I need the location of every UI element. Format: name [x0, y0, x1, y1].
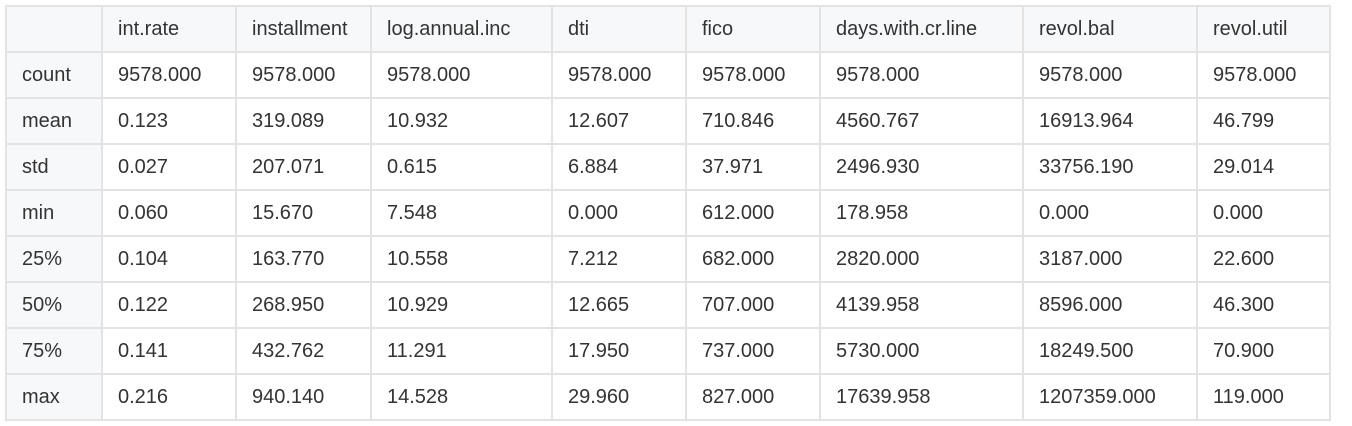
column-header: days.with.cr.line: [819, 5, 1024, 53]
table-cell: 0.000: [551, 189, 687, 237]
row-label: 50%: [5, 281, 103, 329]
table-cell: 10.558: [370, 235, 553, 283]
table-cell: 4139.958: [819, 281, 1024, 329]
table-cell: 827.000: [685, 373, 821, 421]
table-cell: 0.123: [101, 97, 237, 145]
table-cell: 682.000: [685, 235, 821, 283]
table-cell: 710.846: [685, 97, 821, 145]
table-row: 25% 0.104 163.770 10.558 7.212 682.000 2820.00…: [5, 235, 1331, 283]
table-cell: 8596.000: [1022, 281, 1198, 329]
table-cell: 940.140: [235, 373, 372, 421]
table-cell: 0.216: [101, 373, 237, 421]
table-row: 50% 0.122 268.950 10.929 12.665 707.000 4139.9…: [5, 281, 1331, 329]
describe-table-container: int.rate installment log.annual.inc dti …: [5, 5, 1331, 421]
column-header: int.rate: [101, 5, 237, 53]
table-cell: 29.960: [551, 373, 687, 421]
table-cell: 9578.000: [551, 51, 687, 99]
table-cell: 9578.000: [370, 51, 553, 99]
table-row: min 0.060 15.670 7.548 0.000 612.000 178.958 0.…: [5, 189, 1331, 237]
table-row: mean 0.123 319.089 10.932 12.607 710.846 4560.…: [5, 97, 1331, 145]
table-cell: 4560.767: [819, 97, 1024, 145]
table-cell: 9578.000: [1196, 51, 1331, 99]
table-cell: 7.212: [551, 235, 687, 283]
table-cell: 12.607: [551, 97, 687, 145]
table-cell: 22.600: [1196, 235, 1331, 283]
row-label: mean: [5, 97, 103, 145]
table-cell: 207.071: [235, 143, 372, 191]
table-row: 75% 0.141 432.762 11.291 17.950 737.000 5730.0…: [5, 327, 1331, 375]
table-cell: 37.971: [685, 143, 821, 191]
table-cell: 0.104: [101, 235, 237, 283]
table-cell: 1207359.000: [1022, 373, 1198, 421]
table-cell: 0.000: [1196, 189, 1331, 237]
table-cell: 178.958: [819, 189, 1024, 237]
table-cell: 9578.000: [101, 51, 237, 99]
row-label: 25%: [5, 235, 103, 283]
table-cell: 119.000: [1196, 373, 1331, 421]
table-row: max 0.216 940.140 14.528 29.960 827.000 17639.…: [5, 373, 1331, 421]
table-cell: 16913.964: [1022, 97, 1198, 145]
table-cell: 17.950: [551, 327, 687, 375]
table-cell: 10.932: [370, 97, 553, 145]
table-cell: 737.000: [685, 327, 821, 375]
table-cell: 0.027: [101, 143, 237, 191]
table-cell: 46.300: [1196, 281, 1331, 329]
header-row: int.rate installment log.annual.inc dti …: [5, 5, 1331, 53]
table-cell: 319.089: [235, 97, 372, 145]
row-label: max: [5, 373, 103, 421]
table-cell: 17639.958: [819, 373, 1024, 421]
table-body: count 9578.000 9578.000 9578.000 9578.000 957…: [5, 51, 1331, 421]
column-header: revol.util: [1196, 5, 1331, 53]
header-corner-cell: [5, 5, 103, 53]
table-row: count 9578.000 9578.000 9578.000 9578.000 957…: [5, 51, 1331, 99]
table-row: std 0.027 207.071 0.615 6.884 37.971 2496.930 3…: [5, 143, 1331, 191]
table-cell: 18249.500: [1022, 327, 1198, 375]
table-cell: 163.770: [235, 235, 372, 283]
table-cell: 6.884: [551, 143, 687, 191]
table-cell: 9578.000: [819, 51, 1024, 99]
table-cell: 3187.000: [1022, 235, 1198, 283]
table-cell: 11.291: [370, 327, 553, 375]
table-cell: 46.799: [1196, 97, 1331, 145]
table-cell: 29.014: [1196, 143, 1331, 191]
table-cell: 432.762: [235, 327, 372, 375]
row-label: 75%: [5, 327, 103, 375]
table-cell: 9578.000: [1022, 51, 1198, 99]
table-cell: 33756.190: [1022, 143, 1198, 191]
table-cell: 9578.000: [235, 51, 372, 99]
table-cell: 2820.000: [819, 235, 1024, 283]
table-cell: 5730.000: [819, 327, 1024, 375]
table-cell: 268.950: [235, 281, 372, 329]
table-cell: 0.122: [101, 281, 237, 329]
row-label: std: [5, 143, 103, 191]
table-cell: 0.000: [1022, 189, 1198, 237]
table-cell: 2496.930: [819, 143, 1024, 191]
table-cell: 612.000: [685, 189, 821, 237]
table-cell: 0.141: [101, 327, 237, 375]
table-cell: 7.548: [370, 189, 553, 237]
table-cell: 0.615: [370, 143, 553, 191]
column-header: installment: [235, 5, 372, 53]
column-header: dti: [551, 5, 687, 53]
table-cell: 14.528: [370, 373, 553, 421]
row-label: min: [5, 189, 103, 237]
table-cell: 9578.000: [685, 51, 821, 99]
table-cell: 707.000: [685, 281, 821, 329]
table-cell: 12.665: [551, 281, 687, 329]
table-cell: 15.670: [235, 189, 372, 237]
column-header: log.annual.inc: [370, 5, 553, 53]
describe-table: int.rate installment log.annual.inc dti …: [5, 5, 1331, 421]
table-cell: 0.060: [101, 189, 237, 237]
column-header: fico: [685, 5, 821, 53]
column-header: revol.bal: [1022, 5, 1198, 53]
table-cell: 70.900: [1196, 327, 1331, 375]
row-label: count: [5, 51, 103, 99]
table-cell: 10.929: [370, 281, 553, 329]
